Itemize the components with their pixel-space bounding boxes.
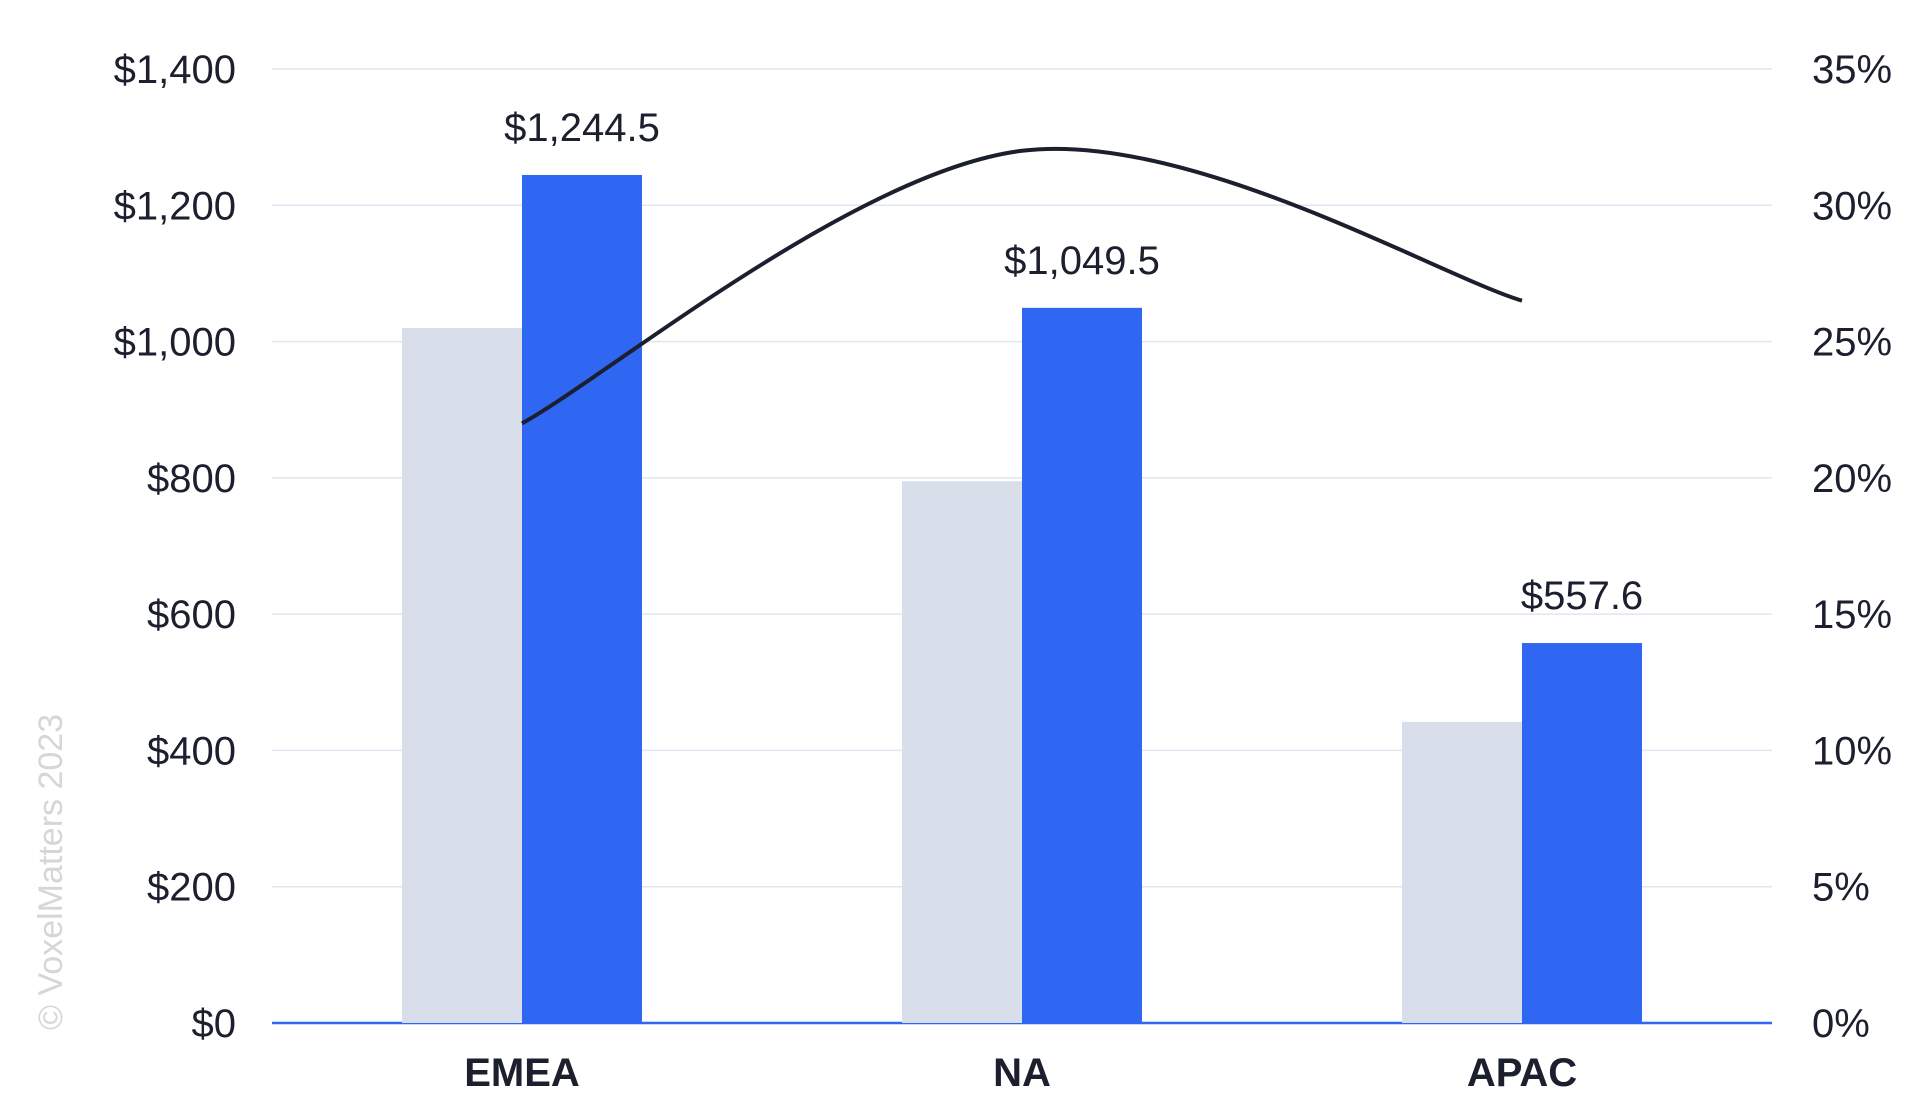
bar-series-2	[1522, 643, 1642, 1023]
y-left-tick-label: $0	[192, 1002, 237, 1046]
bar-series-1	[902, 481, 1022, 1023]
data-label: $1,049.5	[1004, 239, 1160, 283]
y-right-tick-label: 30%	[1812, 184, 1892, 228]
watermark-text: © VoxelMatters 2023	[32, 714, 70, 1030]
y-right-tick-label: 15%	[1812, 593, 1892, 637]
y-left-tick-label: $1,200	[114, 184, 236, 228]
category-label: EMEA	[464, 1051, 580, 1095]
labels: $0 0% $200 5% $400 10% $600 15% $800 20% $1,000 25%…	[114, 48, 1892, 1095]
line-series	[521, 146, 1523, 426]
y-left-tick-label: $1,000	[114, 321, 236, 365]
y-left-tick-label: $600	[147, 593, 236, 637]
y-right-tick-label: 20%	[1812, 457, 1892, 501]
category-label: NA	[993, 1051, 1051, 1095]
y-left-tick-label: $200	[147, 866, 236, 910]
y-right-tick-label: 25%	[1812, 321, 1892, 365]
y-right-tick-label: 5%	[1812, 866, 1870, 910]
y-left-tick-label: $1,400	[114, 48, 236, 92]
line-series-path	[521, 146, 1523, 426]
bar-series-1	[1402, 721, 1522, 1023]
y-right-tick-label: 0%	[1812, 1002, 1870, 1046]
watermark: © VoxelMatters 2023	[32, 714, 70, 1030]
y-right-tick-label: 35%	[1812, 48, 1892, 92]
data-label: $1,244.5	[504, 106, 660, 150]
y-left-tick-label: $800	[147, 457, 236, 501]
y-left-tick-label: $400	[147, 729, 236, 773]
bar-series-1	[402, 327, 522, 1023]
bars	[402, 174, 1642, 1024]
y-right-tick-label: 10%	[1812, 729, 1892, 773]
bar-series-2	[1022, 307, 1142, 1024]
bar-series-2	[522, 174, 642, 1023]
category-label: APAC	[1467, 1051, 1577, 1095]
data-label: $557.6	[1521, 574, 1643, 618]
